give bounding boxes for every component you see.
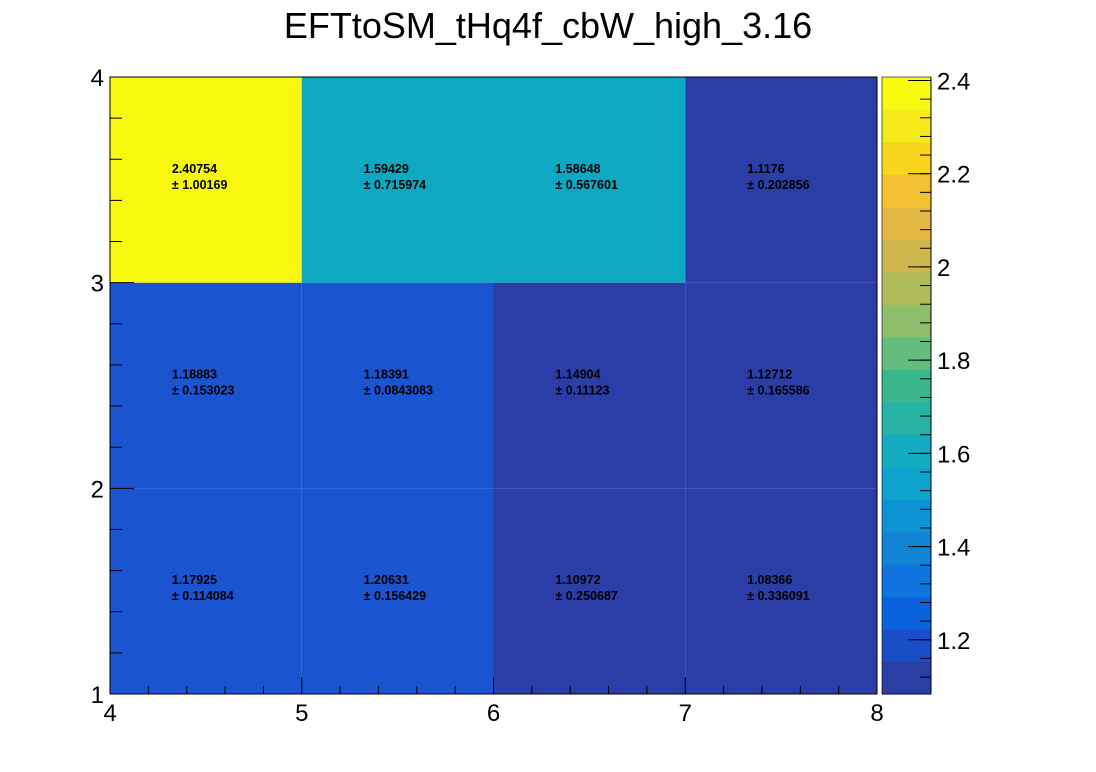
color-scale-band: [882, 629, 931, 663]
color-scale-axis: 1.2 1.4 1.6 1.8 2 2.2 2.4: [908, 68, 970, 694]
heatmap-cell: [493, 77, 686, 283]
color-scale-band: [882, 304, 931, 338]
color-scale-tick-label: 2: [937, 255, 950, 282]
color-scale-band: [882, 77, 931, 111]
heatmap-cell: [301, 77, 494, 283]
heatmap-cell: [685, 77, 877, 283]
color-scale-tick-label: 2.4: [937, 68, 970, 95]
x-tick-label: 6: [487, 700, 500, 727]
color-scale-band: [882, 271, 931, 305]
heatmap-cell: [301, 488, 494, 694]
cell-value-label: 1.1176: [747, 162, 785, 176]
heatmap-cell: [110, 77, 302, 283]
cell-error-label: ± 0.153023: [172, 384, 235, 398]
chart-title: EFTtoSM_tHq4f_cbW_high_3.16: [284, 5, 812, 46]
color-scale-band: [882, 174, 931, 208]
color-scale-tick-label: 1.8: [937, 348, 970, 375]
cell-error-label: ± 0.336091: [747, 589, 810, 603]
heatmap-cell: [110, 282, 302, 489]
color-scale-tick-label: 1.4: [937, 535, 970, 562]
x-tick-label: 7: [679, 700, 692, 727]
cell-value-label: 1.18391: [364, 368, 409, 382]
color-scale-tick-label: 1.6: [937, 441, 970, 468]
heatmap-cell: [685, 282, 877, 489]
color-scale-tick-label: 2.2: [937, 162, 970, 189]
cell-value-label: 1.18883: [172, 368, 217, 382]
x-axis: 4 5 6 7 8: [103, 677, 884, 727]
heatmap-cell: [685, 488, 877, 694]
cell-value-label: 1.17925: [172, 573, 217, 587]
heatmap-cell: [493, 282, 686, 489]
cell-error-label: ± 0.250687: [555, 589, 618, 603]
heatmap-cell: [301, 282, 494, 489]
color-scale-band: [882, 369, 931, 403]
color-scale-band: [882, 206, 931, 240]
cell-value-label: 1.58648: [555, 162, 600, 176]
color-scale-band: [882, 434, 931, 468]
cell-value-label: 1.10972: [555, 573, 600, 587]
color-scale-band: [882, 596, 931, 630]
color-scale-band: [882, 661, 931, 695]
y-tick-label: 4: [91, 65, 104, 92]
x-tick-label: 4: [103, 700, 116, 727]
x-tick-label: 5: [295, 700, 308, 727]
color-scale-band: [882, 109, 931, 143]
heatmap-cell: [493, 488, 686, 694]
color-scale-band: [882, 141, 931, 176]
color-scale-band: [882, 336, 931, 370]
cell-value-label: 1.12712: [747, 368, 792, 382]
cell-value-label: 1.59429: [364, 162, 409, 176]
cell-error-label: ± 0.114084: [172, 589, 234, 603]
y-axis: 1 2 3 4: [91, 65, 134, 709]
color-scale-tick-label: 1.2: [937, 628, 970, 655]
heatmap-cells: [110, 77, 877, 694]
cell-error-label: ± 0.202856: [747, 178, 810, 192]
cell-error-label: ± 0.0843083: [364, 384, 433, 398]
y-tick-label: 1: [91, 682, 104, 709]
y-tick-label: 2: [91, 476, 104, 503]
y-tick-label: 3: [91, 271, 104, 298]
cell-error-label: ± 0.715974: [364, 178, 427, 192]
x-tick-label: 8: [870, 700, 883, 727]
cell-value-label: 2.40754: [172, 162, 217, 176]
color-scale-band: [882, 239, 931, 273]
cell-error-label: ± 0.567601: [555, 178, 618, 192]
cell-error-label: ± 0.156429: [364, 589, 427, 603]
cell-error-label: ± 0.11123: [555, 384, 609, 398]
cell-labels: 1.17925 ± 0.114084 1.20631 ± 0.156429 1.1097…: [172, 162, 810, 603]
color-scale-band: [882, 564, 931, 598]
color-scale-band: [882, 401, 931, 435]
heatmap-cell: [110, 488, 302, 694]
cell-value-label: 1.14904: [555, 368, 600, 382]
color-scale-band: [882, 531, 931, 565]
color-scale-band: [882, 499, 931, 533]
cell-value-label: 1.20631: [364, 573, 409, 587]
color-scale: [881, 76, 932, 695]
cell-value-label: 1.08366: [747, 573, 792, 587]
cell-error-label: ± 1.00169: [172, 178, 228, 192]
cell-error-label: ± 0.165586: [747, 384, 810, 398]
